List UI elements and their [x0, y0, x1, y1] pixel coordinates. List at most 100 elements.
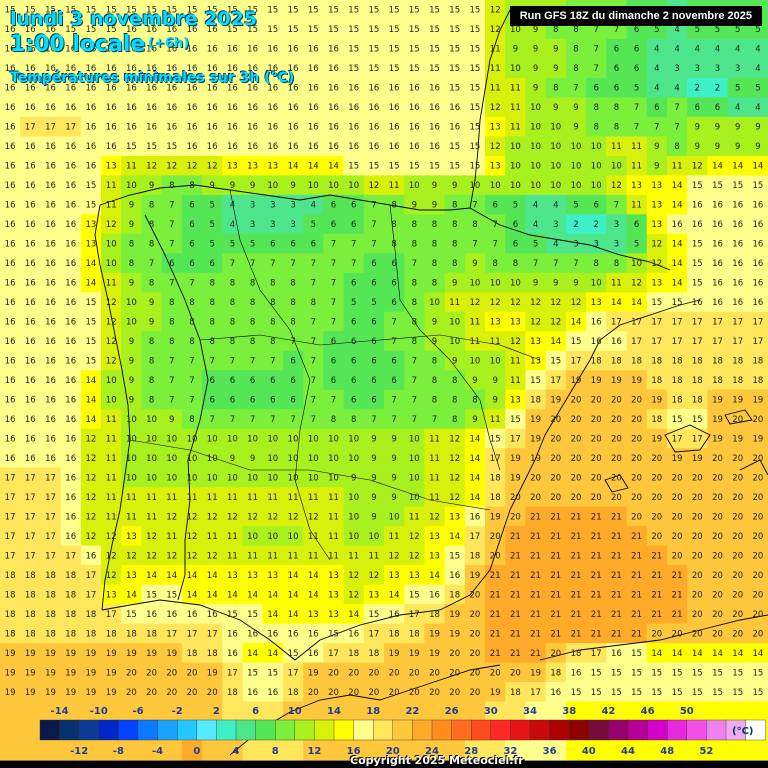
- temperature-cell: [464, 448, 486, 469]
- temperature-value: 10: [267, 532, 278, 542]
- temperature-cell: [262, 662, 284, 683]
- temperature-value: 20: [591, 493, 602, 503]
- temperature-value: 16: [409, 142, 420, 152]
- temperature-cell: [424, 487, 446, 508]
- temperature-value: 3: [270, 201, 275, 211]
- legend-swatch: [549, 719, 570, 741]
- temperature-value: 20: [389, 668, 400, 678]
- temperature-value: 18: [85, 629, 96, 639]
- temperature-value: 8: [472, 396, 477, 406]
- temperature-cell: [161, 19, 183, 40]
- temperature-cell: [444, 311, 466, 332]
- temperature-value: 11: [510, 84, 521, 94]
- temperature-cell: [161, 350, 183, 371]
- temperature-value: 15: [308, 6, 319, 16]
- temperature-cell: [606, 370, 628, 391]
- temperature-cell: [80, 467, 102, 488]
- temperature-value: 3: [593, 240, 598, 250]
- temperature-cell: [707, 740, 729, 761]
- temperature-cell: [687, 311, 708, 332]
- temperature-value: 8: [169, 337, 174, 347]
- temperature-value: 17: [45, 473, 56, 483]
- temperature-value: 19: [65, 668, 76, 678]
- temperature-value: 17: [651, 337, 662, 347]
- temperature-value: 16: [85, 103, 96, 113]
- temperature-cell: [101, 38, 122, 60]
- temperature-cell: [0, 19, 21, 40]
- temperature-value: 12: [146, 162, 157, 172]
- temperature-value: 10: [247, 532, 258, 542]
- temperature-cell: [404, 175, 426, 196]
- temperature-value: 8: [674, 142, 679, 152]
- temperature-value: 20: [389, 688, 400, 698]
- temperature-cell: [747, 311, 768, 332]
- temperature-cell: [505, 623, 527, 644]
- temperature-value: 7: [391, 415, 396, 425]
- temperature-value: 20: [732, 629, 743, 639]
- temperature-cell: [60, 77, 82, 99]
- temperature-cell: [161, 389, 183, 410]
- temperature-cell: [666, 740, 688, 761]
- temperature-cell: [101, 233, 122, 254]
- temperature-value: 8: [452, 240, 457, 250]
- temperature-cell: [747, 604, 768, 625]
- temperature-value: 18: [591, 357, 602, 367]
- temperature-cell: [161, 604, 183, 625]
- temperature-cell: [666, 155, 688, 176]
- spain-north-coast: [99, 184, 471, 211]
- temperature-value: 19: [490, 688, 501, 698]
- temperature-value: 4: [533, 201, 538, 211]
- temperature-cell: [666, 77, 688, 99]
- temperature-value: 20: [510, 668, 521, 678]
- temperature-cell: [343, 604, 365, 625]
- legend-bottom-label: 8: [272, 746, 279, 757]
- temperature-cell: [60, 487, 82, 508]
- temperature-value: 17: [712, 337, 723, 347]
- region-border-3: [389, 204, 501, 471]
- temperature-cell: [404, 584, 426, 605]
- temperature-cell: [586, 604, 607, 625]
- legend-top-label: 10: [288, 706, 302, 717]
- temperature-cell: [525, 253, 547, 274]
- temperature-value: 14: [308, 162, 319, 172]
- temperature-cell: [303, 19, 324, 40]
- legend-swatch: [78, 719, 100, 741]
- temperature-value: 7: [331, 298, 336, 308]
- temperature-cell: [20, 682, 42, 703]
- temperature-value: 15: [449, 142, 460, 152]
- temperature-value: 12: [692, 162, 703, 172]
- temperature-value: 15: [672, 298, 683, 308]
- temperature-cell: [242, 194, 264, 215]
- temperature-cell: [586, 350, 607, 371]
- temperature-cell: [161, 448, 183, 469]
- temperature-cell: [424, 740, 446, 761]
- temperature-value: 7: [634, 123, 639, 133]
- temperature-value: 4: [755, 64, 760, 74]
- temperature-cell: [282, 448, 304, 469]
- temperature-value: 9: [230, 181, 235, 191]
- temperature-value: 7: [472, 201, 477, 211]
- temperature-cell: [525, 350, 547, 371]
- temperature-cell: [384, 331, 405, 352]
- temperature-cell: [464, 662, 486, 683]
- temperature-value: 20: [510, 512, 521, 522]
- temperature-cell: [20, 97, 42, 118]
- temperature-value: 9: [391, 435, 396, 445]
- temperature-cell: [464, 565, 486, 586]
- temperature-value: 6: [371, 357, 376, 367]
- temperature-cell: [384, 116, 405, 138]
- temperature-value: 16: [348, 142, 359, 152]
- temperature-cell: [687, 448, 708, 469]
- temperature-value: 15: [712, 181, 723, 191]
- temperature-cell: [343, 77, 365, 99]
- temperature-cell: [525, 389, 547, 410]
- temperature-value: 16: [65, 220, 76, 230]
- temperature-value: 3: [735, 64, 740, 74]
- temperature-value: 5: [715, 25, 720, 35]
- temperature-value: 16: [712, 220, 723, 230]
- temperature-cell: [666, 409, 688, 430]
- temperature-value: 15: [389, 45, 400, 55]
- temperature-cell: [0, 643, 21, 664]
- temperature-value: 10: [449, 318, 460, 328]
- temperature-value: 9: [492, 376, 497, 386]
